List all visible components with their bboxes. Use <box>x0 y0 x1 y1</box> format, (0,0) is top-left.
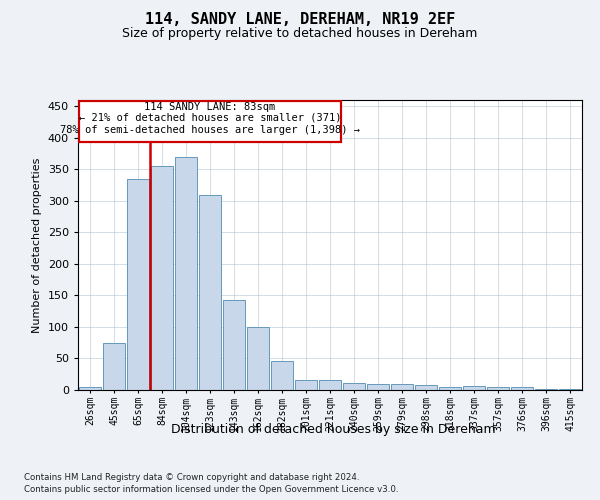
Bar <box>511 388 533 390</box>
Text: Contains HM Land Registry data © Crown copyright and database right 2024.: Contains HM Land Registry data © Crown c… <box>24 472 359 482</box>
Bar <box>127 179 149 390</box>
Bar <box>319 380 341 390</box>
Bar <box>463 386 485 390</box>
Y-axis label: Number of detached properties: Number of detached properties <box>32 158 42 332</box>
Bar <box>487 388 509 390</box>
Text: Contains public sector information licensed under the Open Government Licence v3: Contains public sector information licen… <box>24 485 398 494</box>
Bar <box>79 387 101 390</box>
Bar <box>439 388 461 390</box>
Bar <box>199 194 221 390</box>
Text: 114, SANDY LANE, DEREHAM, NR19 2EF: 114, SANDY LANE, DEREHAM, NR19 2EF <box>145 12 455 28</box>
Text: 78% of semi-detached houses are larger (1,398) →: 78% of semi-detached houses are larger (… <box>60 124 360 134</box>
Bar <box>391 384 413 390</box>
Bar <box>295 380 317 390</box>
FancyBboxPatch shape <box>79 102 341 142</box>
Text: Size of property relative to detached houses in Dereham: Size of property relative to detached ho… <box>122 28 478 40</box>
Bar <box>343 383 365 390</box>
Bar <box>223 300 245 390</box>
Bar <box>271 361 293 390</box>
Text: Distribution of detached houses by size in Dereham: Distribution of detached houses by size … <box>170 422 496 436</box>
Text: ← 21% of detached houses are smaller (371): ← 21% of detached houses are smaller (37… <box>79 112 341 122</box>
Text: 114 SANDY LANE: 83sqm: 114 SANDY LANE: 83sqm <box>145 102 275 112</box>
Bar <box>151 166 173 390</box>
Bar <box>367 384 389 390</box>
Bar <box>103 342 125 390</box>
Bar <box>247 327 269 390</box>
Bar <box>175 156 197 390</box>
Bar <box>559 388 581 390</box>
Bar <box>415 385 437 390</box>
